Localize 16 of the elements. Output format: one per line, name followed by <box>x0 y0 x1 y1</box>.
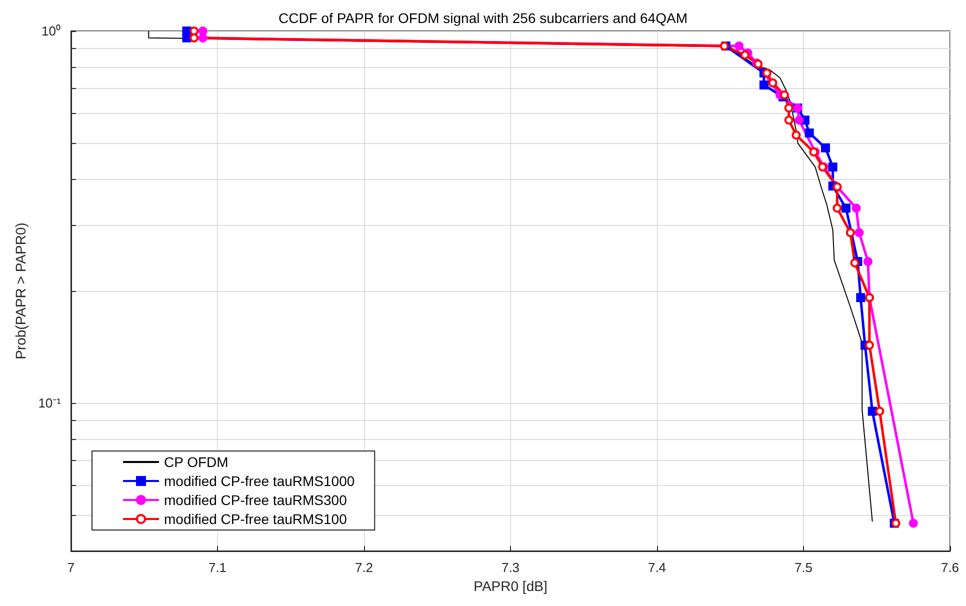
y-axis-title: Prob(PAPR > PAPR0) <box>12 222 28 360</box>
chart-title: CCDF of PAPR for OFDM signal with 256 subcarriers and 64QAM <box>278 10 688 26</box>
legend-label: CP OFDM <box>164 454 228 470</box>
x-tick-label: 7.2 <box>354 560 374 575</box>
x-tick-label: 7 <box>67 560 75 575</box>
legend-label: modified CP-free tauRMS300 <box>164 492 348 508</box>
x-tick-label: 7.5 <box>794 560 813 575</box>
y-tick-label: 10⁻¹ <box>38 395 62 410</box>
x-axis-title: PAPR0 [dB] <box>474 578 548 594</box>
y-tick-label: 10⁰ <box>42 24 61 38</box>
x-tick-label: 7.3 <box>501 560 520 575</box>
x-tick-label: 7.6 <box>940 560 960 575</box>
legend-label: modified CP-free tauRMS1000 <box>164 473 355 489</box>
legend-label: modified CP-free tauRMS100 <box>164 511 348 527</box>
x-tick-label: 7.1 <box>208 560 227 575</box>
x-tick-label: 7.4 <box>648 560 666 575</box>
